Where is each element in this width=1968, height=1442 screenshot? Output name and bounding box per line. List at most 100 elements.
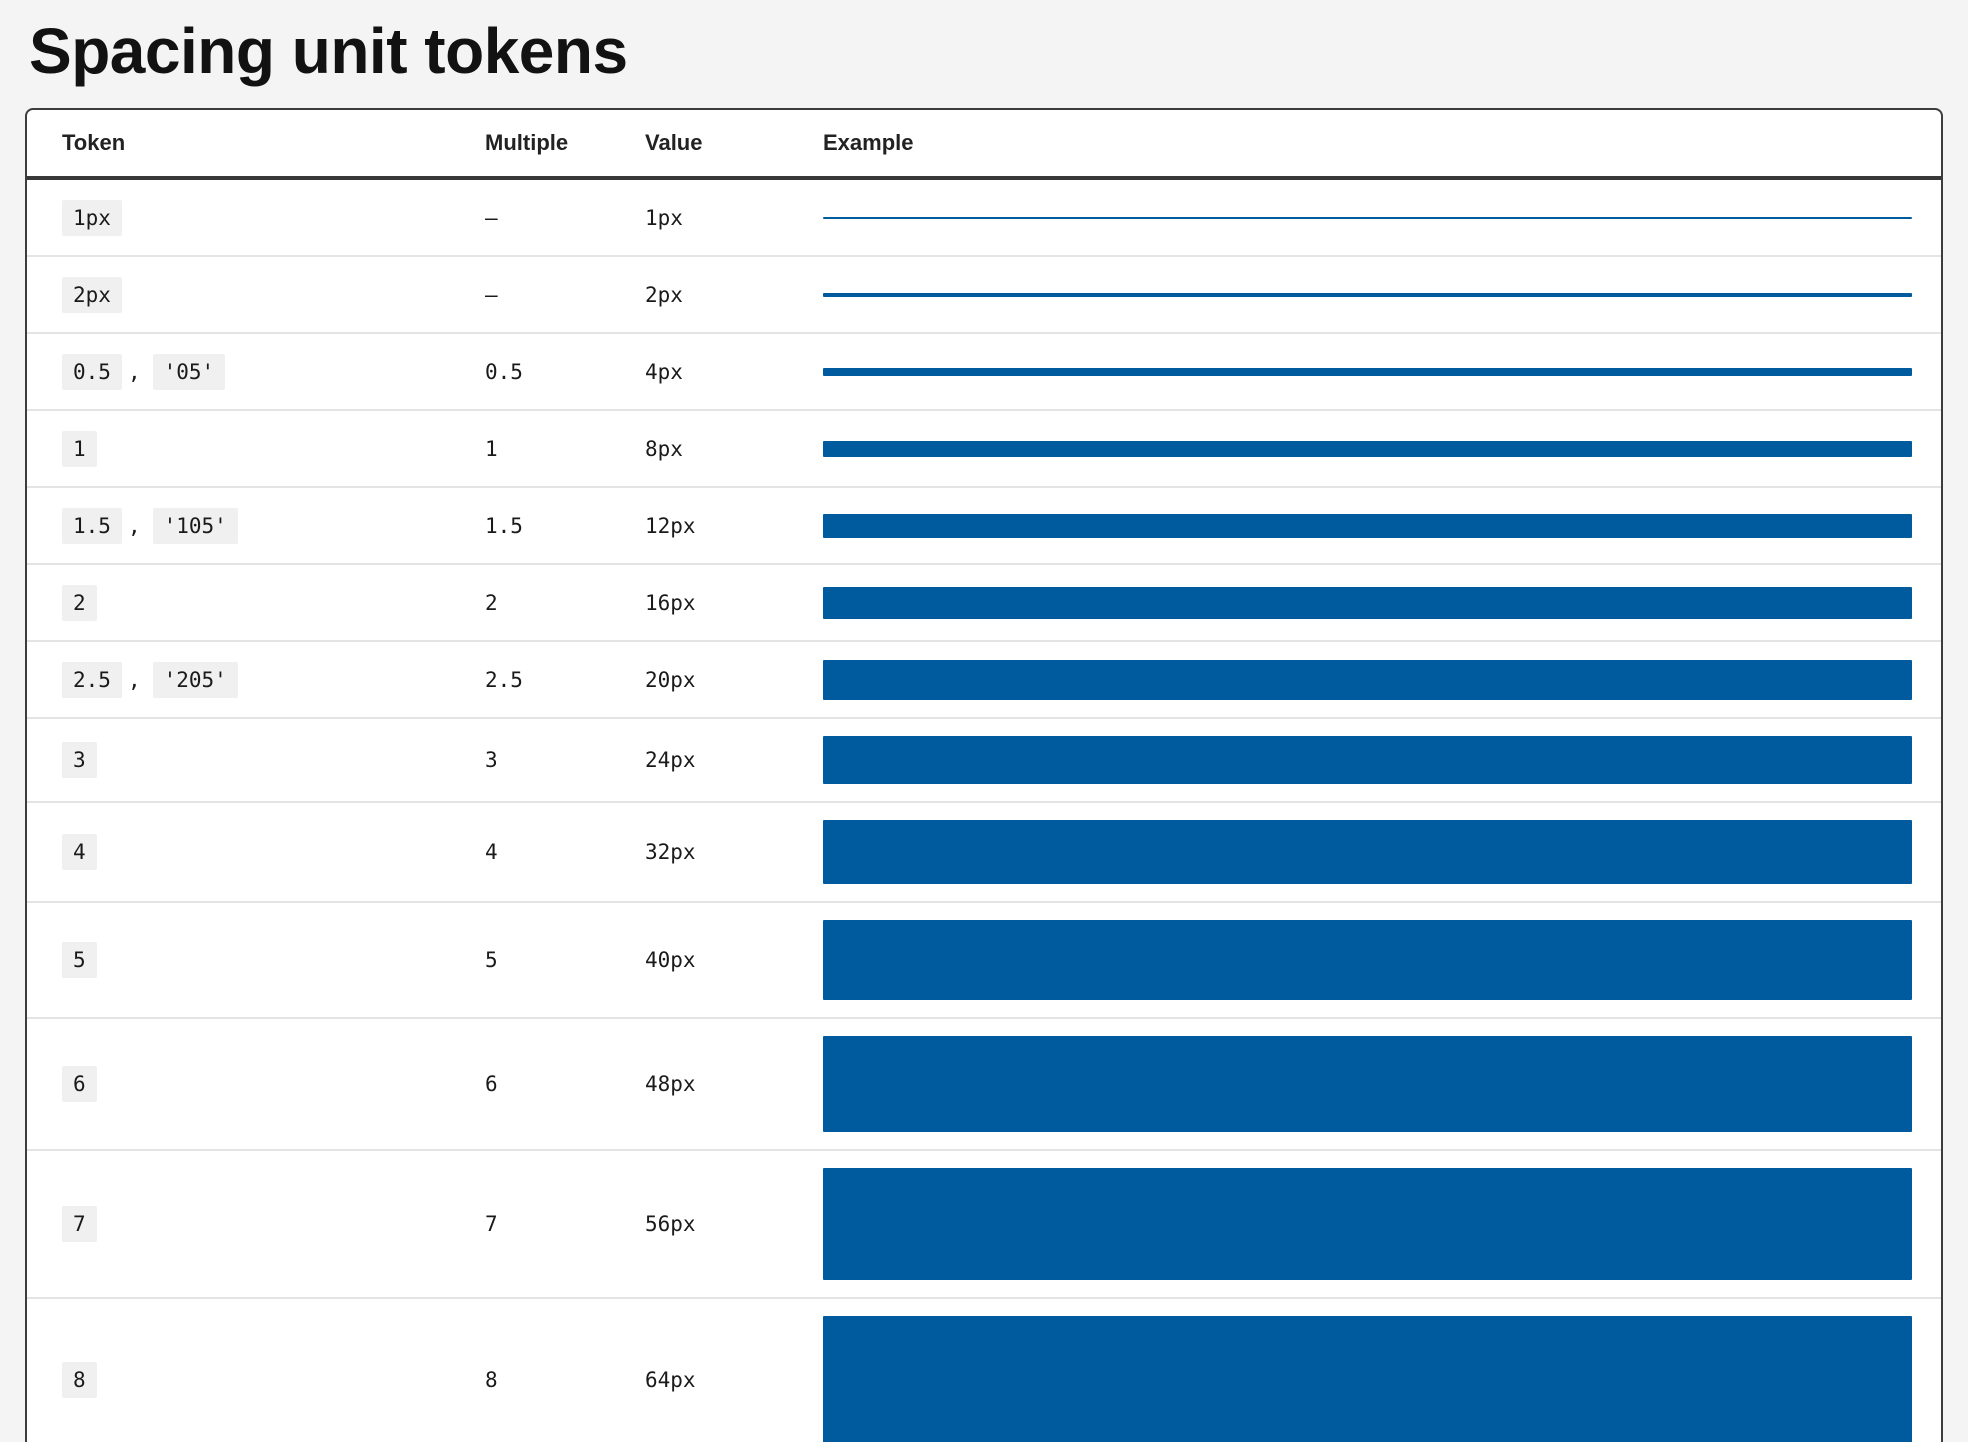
example-cell <box>823 920 1912 1000</box>
spacing-example-bar <box>823 920 1912 1000</box>
spacing-example-bar <box>823 367 1912 376</box>
multiple-cell: 0.5 <box>485 351 645 392</box>
pixel-value: 4px <box>645 359 683 384</box>
example-cell <box>823 1036 1912 1132</box>
spacing-example-bar <box>823 1168 1912 1280</box>
token-chip: 0.5 <box>62 353 122 390</box>
example-cell <box>823 274 1912 315</box>
token-separator: , <box>127 667 141 692</box>
token-cell: 3 <box>62 740 485 781</box>
multiple-value: 8 <box>485 1368 498 1392</box>
multiple-cell: – <box>485 274 645 315</box>
token-cell: 6 <box>62 1064 485 1105</box>
token-cell: 5 <box>62 940 485 981</box>
example-cell <box>823 1168 1912 1280</box>
value-cell: 64px <box>645 1360 823 1401</box>
spacing-example-bar <box>823 736 1912 784</box>
multiple-value: 4 <box>485 840 498 864</box>
multiple-value: 2.5 <box>485 667 523 692</box>
value-cell: 2px <box>645 274 823 315</box>
example-cell <box>823 582 1912 623</box>
pixel-value: 16px <box>645 590 696 615</box>
value-cell: 20px <box>645 659 823 700</box>
multiple-value: 2 <box>485 590 498 615</box>
table-row: 2px – 2px <box>27 255 1941 332</box>
value-cell: 40px <box>645 940 823 981</box>
token-chip: 3 <box>62 742 97 778</box>
multiple-cell: 7 <box>485 1204 645 1245</box>
multiple-value: 1 <box>485 436 498 461</box>
token-cell: 2px <box>62 274 485 315</box>
multiple-value: 7 <box>485 1212 498 1236</box>
table-row: 1 1 8px <box>27 409 1941 486</box>
value-cell: 48px <box>645 1064 823 1105</box>
table-row: 1.5, '105' 1.5 12px <box>27 486 1941 563</box>
multiple-value: – <box>485 205 498 230</box>
multiple-value: 6 <box>485 1072 498 1096</box>
token-cell: 1.5, '105' <box>62 505 485 546</box>
example-cell <box>823 505 1912 546</box>
pixel-value: 8px <box>645 436 683 461</box>
token-chip: 1px <box>62 199 122 236</box>
table-row: 4 4 32px <box>27 801 1941 901</box>
value-cell: 1px <box>645 197 823 238</box>
example-cell <box>823 351 1912 392</box>
multiple-value: 5 <box>485 948 498 972</box>
token-chip: 5 <box>62 942 97 978</box>
token-chip: 6 <box>62 1066 97 1102</box>
table-header-row: Token Multiple Value Example <box>27 110 1941 180</box>
pixel-value: 40px <box>645 948 696 972</box>
token-chip: 4 <box>62 834 97 870</box>
pixel-value: 64px <box>645 1368 696 1392</box>
token-cell: 0.5, '05' <box>62 351 485 392</box>
pixel-value: 32px <box>645 840 696 864</box>
pixel-value: 20px <box>645 667 696 692</box>
multiple-cell: 3 <box>485 740 645 781</box>
multiple-cell: 2 <box>485 582 645 623</box>
example-cell <box>823 1316 1912 1442</box>
token-chip: '05' <box>152 353 226 390</box>
value-cell: 12px <box>645 505 823 546</box>
table-row: 2 2 16px <box>27 563 1941 640</box>
column-header-value: Value <box>645 130 703 155</box>
example-cell <box>823 736 1912 784</box>
multiple-cell: 6 <box>485 1064 645 1105</box>
token-separator: , <box>127 359 141 384</box>
example-cell <box>823 428 1912 469</box>
pixel-value: 2px <box>645 282 683 307</box>
pixel-value: 12px <box>645 513 696 538</box>
spacing-tokens-table: Token Multiple Value Example 1px – 1px 2… <box>25 108 1943 1442</box>
token-chip: 8 <box>62 1362 97 1398</box>
multiple-value: 3 <box>485 748 498 772</box>
spacing-example-bar <box>823 216 1912 219</box>
multiple-cell: 1.5 <box>485 505 645 546</box>
multiple-cell: 8 <box>485 1360 645 1401</box>
table-row: 2.5, '205' 2.5 20px <box>27 640 1941 717</box>
multiple-cell: 4 <box>485 832 645 873</box>
token-chip: '205' <box>152 661 238 698</box>
column-header-token: Token <box>62 130 126 155</box>
multiple-value: 0.5 <box>485 359 523 384</box>
value-cell: 32px <box>645 832 823 873</box>
table-row: 7 7 56px <box>27 1149 1941 1297</box>
pixel-value: 1px <box>645 205 683 230</box>
token-chip: 2 <box>62 584 97 621</box>
token-cell: 7 <box>62 1204 485 1245</box>
token-cell: 4 <box>62 832 485 873</box>
table-row: 6 6 48px <box>27 1017 1941 1149</box>
spacing-example-bar <box>823 586 1912 619</box>
spacing-example-bar <box>823 292 1912 297</box>
token-chip: '105' <box>152 507 238 544</box>
token-cell: 2.5, '205' <box>62 659 485 700</box>
spacing-example-bar <box>823 513 1912 538</box>
example-cell <box>823 820 1912 884</box>
token-chip: 1 <box>62 430 97 467</box>
multiple-cell: 1 <box>485 428 645 469</box>
spacing-example-bar <box>823 1036 1912 1132</box>
multiple-cell: 5 <box>485 940 645 981</box>
table-row: 1px – 1px <box>27 180 1941 255</box>
multiple-value: – <box>485 282 498 307</box>
page-title: Spacing unit tokens <box>29 15 628 87</box>
value-cell: 8px <box>645 428 823 469</box>
token-cell: 2 <box>62 582 485 623</box>
